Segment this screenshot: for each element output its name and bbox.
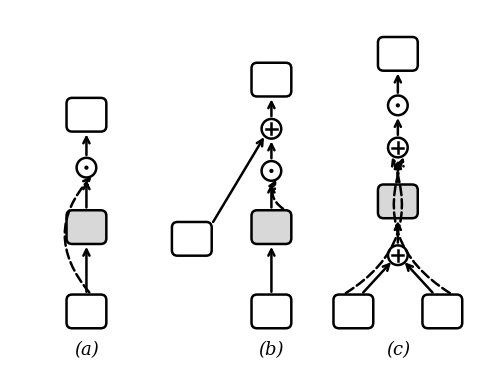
Text: (c): (c) — [386, 341, 410, 359]
FancyBboxPatch shape — [172, 222, 212, 256]
FancyBboxPatch shape — [66, 210, 106, 244]
FancyBboxPatch shape — [378, 37, 418, 71]
FancyBboxPatch shape — [423, 295, 462, 328]
Text: (b): (b) — [259, 341, 284, 359]
Text: (a): (a) — [74, 341, 99, 359]
Circle shape — [388, 138, 408, 157]
FancyBboxPatch shape — [251, 295, 291, 328]
FancyBboxPatch shape — [66, 295, 106, 328]
FancyBboxPatch shape — [251, 210, 291, 244]
Circle shape — [396, 103, 400, 108]
Circle shape — [261, 161, 281, 181]
Circle shape — [261, 119, 281, 139]
Circle shape — [269, 169, 273, 173]
Circle shape — [388, 245, 408, 265]
FancyBboxPatch shape — [251, 63, 291, 96]
FancyBboxPatch shape — [378, 184, 418, 218]
Circle shape — [76, 158, 96, 177]
Circle shape — [388, 96, 408, 115]
FancyBboxPatch shape — [66, 98, 106, 132]
Circle shape — [84, 166, 89, 170]
FancyBboxPatch shape — [333, 295, 373, 328]
